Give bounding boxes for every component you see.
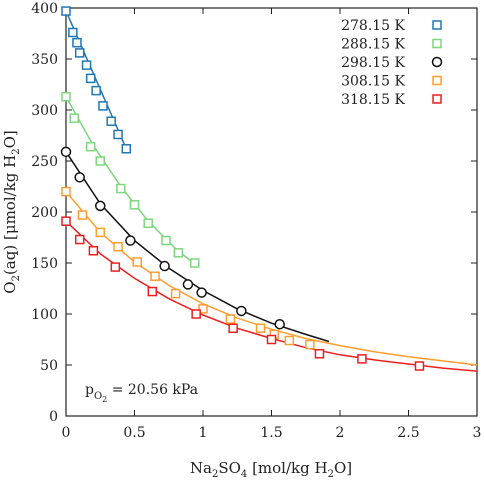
y-tick-label: 300 xyxy=(31,103,58,119)
data-point-288-15K xyxy=(129,200,140,210)
data-point-278-15K xyxy=(81,60,92,70)
data-point-298-15K xyxy=(95,200,106,212)
legend-marker xyxy=(432,75,442,86)
data-point-278-15K xyxy=(61,6,71,16)
x-tick-label: 0.5 xyxy=(123,425,145,441)
data-point-308-15K xyxy=(95,227,105,238)
data-point-288-15K xyxy=(61,91,71,102)
data-point-318-15K xyxy=(314,349,325,359)
data-point-308-15K xyxy=(284,335,295,346)
data-point-318-15K xyxy=(357,354,367,364)
data-point-308-15K xyxy=(170,288,181,299)
pressure-annotation: pO2 = 20.56 kPa xyxy=(85,382,198,404)
legend-label: 288.15 K xyxy=(341,37,405,53)
data-point-318-15K xyxy=(74,234,85,245)
data-point-278-15K xyxy=(85,73,96,84)
data-point-278-15K xyxy=(106,116,116,126)
data-point-278-15K xyxy=(113,129,123,140)
data-point-288-15K xyxy=(190,258,200,268)
data-point-318-15K xyxy=(61,216,71,226)
data-point-298-15K xyxy=(159,260,170,272)
x-tick-label: 3 xyxy=(473,425,482,441)
data-point-298-15K xyxy=(74,172,85,183)
legend-label: 278.15 K xyxy=(341,18,405,34)
y-tick-label: 0 xyxy=(49,409,58,425)
data-point-308-15K xyxy=(132,257,142,267)
y-tick-label: 100 xyxy=(31,307,58,323)
y-tick-label: 250 xyxy=(31,154,58,170)
legend-marker xyxy=(432,38,442,49)
x-tick-label: 0 xyxy=(62,425,71,441)
x-tick-label: 1 xyxy=(199,425,208,441)
data-point-298-15K xyxy=(274,318,285,330)
data-point-308-15K xyxy=(61,186,71,197)
legend-label: 318.15 K xyxy=(341,92,405,108)
data-point-298-15K xyxy=(236,305,247,317)
y-tick-label: 200 xyxy=(31,205,58,221)
legend-label: 308.15 K xyxy=(341,74,405,90)
data-point-318-15K xyxy=(110,262,121,272)
data-point-308-15K xyxy=(150,271,160,282)
data-point-308-15K xyxy=(305,339,315,350)
data-point-288-15K xyxy=(69,113,79,123)
data-markers xyxy=(60,6,425,371)
data-point-288-15K xyxy=(161,235,171,246)
x-axis-title: Na2SO4 [mol/kg H2O] xyxy=(190,459,352,480)
data-point-308-15K xyxy=(77,210,88,220)
legend-label: 298.15 K xyxy=(341,55,405,71)
data-point-318-15K xyxy=(266,334,277,345)
data-point-278-15K xyxy=(72,37,82,48)
data-point-278-15K xyxy=(68,27,78,38)
data-point-308-15K xyxy=(113,241,123,252)
data-point-308-15K xyxy=(198,304,208,314)
data-point-298-15K xyxy=(125,235,136,246)
data-point-298-15K xyxy=(182,279,194,290)
data-point-318-15K xyxy=(147,286,158,297)
data-point-318-15K xyxy=(191,309,201,319)
x-tick-label: 2.5 xyxy=(397,425,419,441)
data-point-278-15K xyxy=(98,101,108,111)
y-tick-label: 350 xyxy=(31,52,58,68)
x-tick-label: 1.5 xyxy=(260,425,282,441)
data-point-288-15K xyxy=(95,156,105,166)
data-point-288-15K xyxy=(116,183,126,194)
y-tick-label: 400 xyxy=(31,1,58,17)
y-tick-label: 50 xyxy=(40,358,58,374)
fit-curves xyxy=(65,10,478,372)
data-point-298-15K xyxy=(196,287,207,298)
data-point-298-15K xyxy=(60,146,72,158)
data-point-318-15K xyxy=(414,361,425,371)
data-point-318-15K xyxy=(88,246,99,256)
x-tick-label: 2 xyxy=(336,425,345,441)
legend-marker xyxy=(432,94,442,104)
data-point-288-15K xyxy=(143,218,153,228)
legend: 278.15 K 288.15 K 298.15 K 308.15 K 318.15 K xyxy=(341,18,443,108)
data-point-308-15K xyxy=(255,323,266,334)
plot-area-frame xyxy=(65,7,478,417)
y-axis-title: O2(aq) [μmol/kg H2O] xyxy=(1,130,22,293)
data-point-278-15K xyxy=(74,48,85,58)
legend-marker xyxy=(432,20,442,30)
legend-marker xyxy=(431,56,443,68)
ticks: 0 0.5 1 1.5 2 2.5 3 0 50 100 150 200 250 300 350 400 xyxy=(31,1,481,441)
data-point-288-15K xyxy=(173,248,184,258)
y-tick-label: 150 xyxy=(31,256,58,272)
data-point-278-15K xyxy=(121,144,132,154)
data-point-318-15K xyxy=(228,323,238,334)
data-point-288-15K xyxy=(85,141,96,152)
data-point-308-15K xyxy=(225,314,236,324)
data-point-278-15K xyxy=(91,85,101,96)
